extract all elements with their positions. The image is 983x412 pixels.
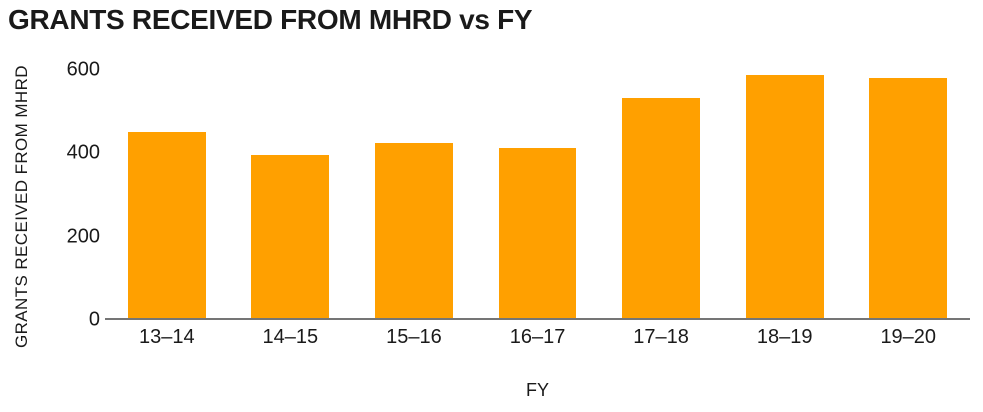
x-tick-label: 17–18 xyxy=(633,326,689,348)
bar-band xyxy=(229,60,353,318)
bar-band xyxy=(105,60,229,318)
chart-title: GRANTS RECEIVED FROM MHRD vs FY xyxy=(8,4,533,35)
x-tick-label: 13–14 xyxy=(138,326,195,348)
bar xyxy=(622,98,701,318)
bar-band xyxy=(352,60,476,318)
bar xyxy=(375,143,453,318)
plot-area xyxy=(105,60,970,320)
bar-band xyxy=(846,60,970,318)
y-tick-label: 0 xyxy=(88,308,100,331)
bar xyxy=(127,132,206,318)
y-tick-label: 400 xyxy=(66,141,100,164)
x-axis-title: FY xyxy=(525,380,549,400)
bar xyxy=(869,78,948,318)
bar-series xyxy=(105,60,970,318)
x-axis-tick-labels: 13–14 14–15 15–16 16–17 17–18 18–19 19–20 xyxy=(105,326,970,349)
bar-band xyxy=(723,60,847,318)
x-tick-label: 16–17 xyxy=(509,326,566,348)
x-tick-label: 14–15 xyxy=(262,326,319,348)
x-tick-label: 19–20 xyxy=(880,326,937,348)
y-tick-label: 200 xyxy=(66,225,100,248)
bar xyxy=(251,155,330,318)
bar xyxy=(745,75,824,318)
y-tick-label: 600 xyxy=(66,58,100,81)
y-axis-title: GRANTS RECEIVED FROM MHRD xyxy=(12,65,31,348)
bar-band xyxy=(476,60,600,318)
x-tick-label: 18–19 xyxy=(756,326,813,348)
x-axis-line xyxy=(105,318,970,320)
bar-band xyxy=(599,60,723,318)
x-tick-label: 15–16 xyxy=(386,326,442,348)
bar xyxy=(498,148,577,318)
